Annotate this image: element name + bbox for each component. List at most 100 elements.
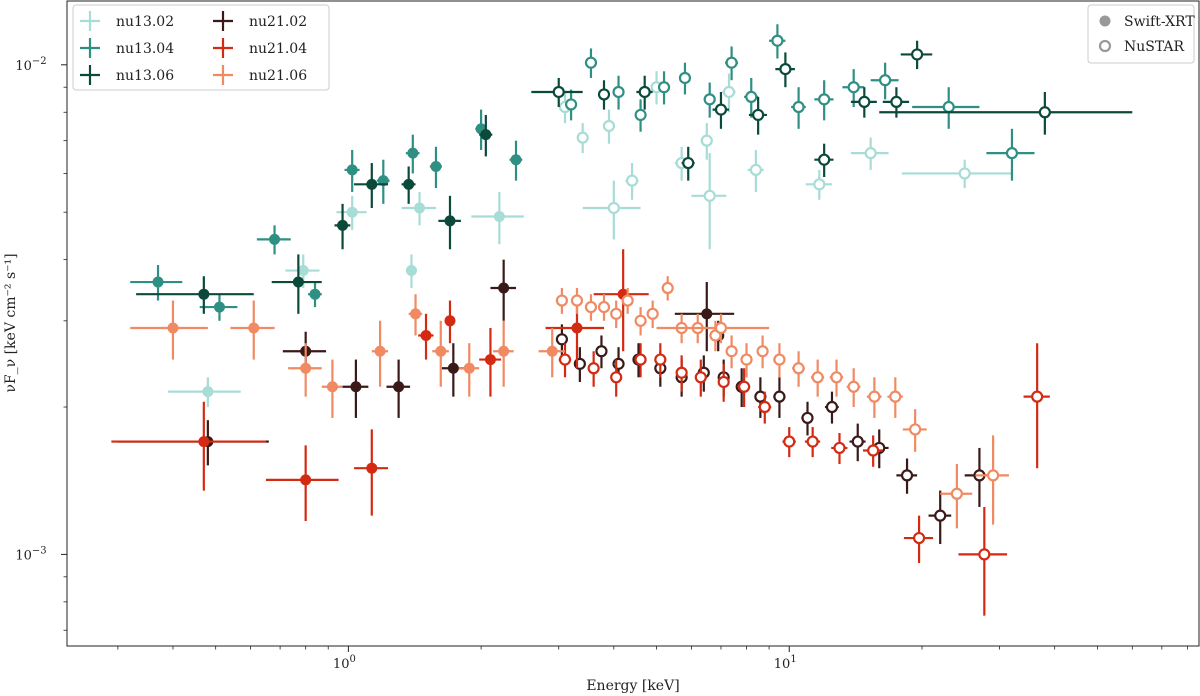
point-nu21_06-nustar-19 — [846, 368, 861, 408]
point-nu13_04-xrt-9 — [509, 140, 523, 181]
marker-open — [773, 353, 786, 366]
x-axis-label: Energy [keV] — [586, 678, 679, 694]
point-nu21_02-nustar-17 — [928, 490, 952, 545]
marker-filled — [300, 474, 312, 486]
point-nu21_02-xrt-3 — [386, 359, 411, 418]
marker-filled — [435, 345, 447, 357]
marker-open — [634, 353, 647, 366]
marker-open — [597, 300, 611, 314]
point-nu13_04-nustar-9 — [769, 24, 786, 59]
marker-open — [738, 380, 751, 393]
y-tick-label-1: 10−2 — [15, 56, 46, 74]
instrument-entry-1: NuSTAR — [1098, 39, 1185, 55]
marker-filled — [444, 315, 456, 327]
point-nu21_06-nustar-24 — [975, 435, 1009, 525]
point-nu13_02-nustar-7 — [722, 73, 736, 113]
marker-open — [773, 390, 786, 403]
legend-entry-nu13_06: nu13.06 — [80, 65, 174, 85]
marker-open — [714, 103, 728, 116]
legend-label-nu21_02: nu21.02 — [249, 14, 307, 30]
point-nu13_04-xrt-1 — [199, 294, 238, 321]
point-nu21_06-nustar-15 — [773, 343, 786, 378]
marker-open — [564, 98, 578, 111]
point-nu21_02-xrt-6 — [674, 282, 735, 352]
point-nu21_04-xrt-5 — [479, 328, 502, 397]
marker-open — [610, 371, 623, 384]
marker-filled — [202, 386, 214, 398]
point-nu13_06-nustar-10 — [900, 40, 933, 70]
point-nu13_04-xrt-4 — [344, 149, 360, 192]
point-nu21_06-nustar-22 — [902, 409, 927, 452]
marker-open — [909, 423, 922, 436]
marker-open — [783, 435, 796, 448]
point-nu13_02-nustar-1 — [576, 123, 589, 154]
marker-open — [587, 362, 600, 375]
point-nu13_04-nustar-10 — [791, 87, 806, 129]
marker-open — [867, 444, 880, 457]
instrument-legend[interactable]: Swift-XRT NuSTAR — [1087, 4, 1195, 64]
marker-open — [950, 487, 963, 500]
marker-open — [858, 95, 871, 108]
marker-open — [555, 333, 569, 346]
point-nu21_04-nustar-11 — [804, 427, 821, 458]
y-tick-exponent: −3 — [32, 545, 47, 556]
point-nu21_02-nustar-16 — [896, 458, 918, 494]
marker-open — [634, 108, 647, 122]
marker-open — [779, 63, 792, 76]
point-nu21_04-nustar-0 — [558, 343, 572, 378]
point-nu21_04-nustar-15 — [958, 506, 1008, 616]
y-tick-exponent: −2 — [32, 56, 47, 67]
series-legend-items: nu13.02 nu13.04 nu13.06 nu21.02 nu21.04 nu21.… — [80, 11, 307, 85]
point-nu13_02-xrt-0 — [168, 377, 241, 408]
instrument-legend-items: Swift-XRT NuSTAR — [1098, 14, 1195, 55]
marker-open — [657, 81, 671, 94]
point-nu21_04-nustar-14 — [903, 515, 934, 564]
point-nu13_06-xrt-3 — [354, 163, 389, 208]
point-nu13_02-nustar-6 — [700, 123, 713, 160]
point-nu21_06-nustar-23 — [940, 463, 973, 529]
series-legend-box — [72, 4, 330, 91]
marker-open — [558, 353, 572, 366]
marker-filled — [407, 147, 419, 159]
y-axis-label: νF_ν [keV cm⁻² s⁻¹] — [3, 253, 19, 392]
marker-open — [806, 435, 819, 448]
instrument-entry-0: Swift-XRT — [1099, 14, 1195, 30]
marker-open — [911, 48, 924, 61]
point-nu13_04-nustar-8 — [744, 77, 759, 118]
point-nu21_06-xrt-1 — [230, 300, 275, 360]
point-nu13_02-xrt-2 — [336, 195, 367, 230]
point-nu13_06-xrt-0 — [136, 276, 254, 314]
point-nu21_04-nustar-2 — [610, 359, 623, 397]
point-nu21_04-nustar-7 — [717, 363, 730, 402]
series-legend[interactable]: nu13.02 nu13.04 nu13.06 nu21.02 nu21.04 nu21.… — [72, 4, 330, 91]
point-nu13_02-nustar-12 — [582, 180, 641, 240]
marker-open — [792, 362, 805, 375]
legend-entry-nu13_02: nu13.02 — [80, 11, 174, 31]
marker-filled — [430, 160, 442, 172]
marker-open — [879, 74, 892, 87]
point-nu13_02-nustar-11 — [901, 159, 1012, 189]
marker-filled — [393, 381, 405, 393]
point-nu21_04-xrt-3 — [418, 313, 434, 360]
point-nu21_06-nustar-5 — [621, 288, 634, 314]
marker-filled — [337, 219, 349, 231]
marker-filled — [484, 354, 496, 366]
point-nu21_06-xrt-3 — [321, 359, 343, 418]
marker-open — [595, 345, 608, 358]
point-nu21_06-xrt-7 — [458, 343, 480, 397]
marker-filled — [403, 178, 415, 190]
point-nu21_04-nustar-1 — [587, 351, 600, 387]
marker-filled — [297, 265, 309, 277]
point-nu21_02-xrt-2 — [342, 359, 369, 418]
point-nu13_06-nustar-11 — [879, 91, 1133, 135]
point-nu21_02-nustar-14 — [849, 423, 866, 462]
marker-filled — [152, 276, 164, 288]
marker-filled — [420, 329, 432, 341]
marker-filled — [300, 362, 312, 374]
marker-filled — [498, 282, 510, 294]
legend-entry-nu21_06: nu21.06 — [213, 65, 307, 85]
data-marks — [111, 24, 1133, 616]
point-nu13_02-nustar-3 — [625, 163, 639, 200]
marker-open — [978, 548, 991, 561]
point-nu21_02-xrt-5 — [490, 259, 517, 321]
